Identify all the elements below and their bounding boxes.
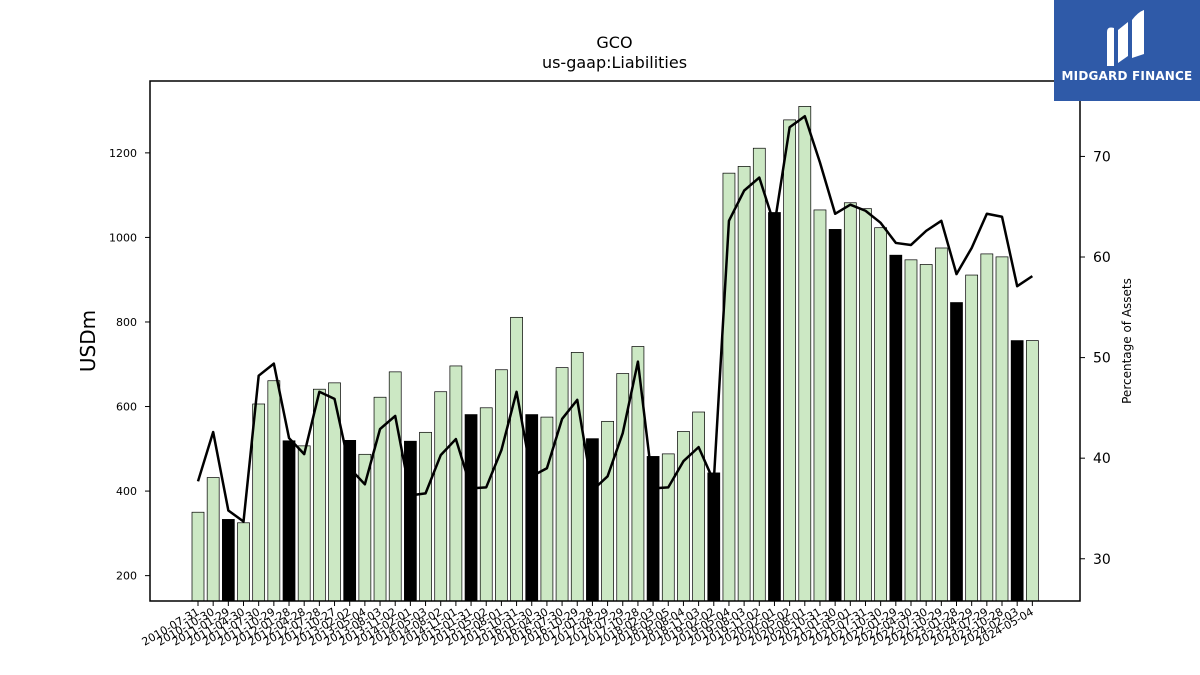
bar-2010-07-31 (191, 511, 205, 602)
bar-2011-10-29 (267, 380, 281, 602)
bar-2015-08-01 (495, 369, 508, 602)
bar-2023-01-28 (950, 302, 963, 602)
y2-tick-label: 60 (1093, 250, 1111, 266)
bar-2020-02-01 (768, 212, 781, 602)
bar-2022-07-30 (919, 264, 933, 602)
bar-2020-10-31 (813, 209, 827, 602)
bar-2023-04-29 (965, 274, 979, 602)
bar-2020-08-01 (798, 106, 812, 602)
y-tick-label: 200 (116, 570, 137, 583)
bar-2014-02-01 (404, 440, 417, 602)
bar-2023-07-29 (980, 253, 994, 602)
bar-2015-10-31 (510, 316, 523, 602)
chart-subtitle: us-gaap:Liabilities (542, 53, 687, 72)
bar-2024-02-03 (1010, 340, 1024, 602)
x-axis-ticks: 2010-07-312010-10-302011-01-292011-04-30… (140, 601, 1036, 649)
y-tick-label: 1000 (109, 231, 137, 244)
bar-2014-08-02 (434, 391, 448, 602)
bar-2014-05-03 (419, 431, 432, 602)
bar-2016-10-29 (570, 352, 584, 602)
bar-2017-04-29 (601, 420, 614, 602)
bar-2011-07-30 (252, 403, 266, 602)
y-tick-label: 600 (116, 401, 137, 414)
bar-2019-11-02 (752, 147, 766, 602)
y2-tick-label: 40 (1093, 451, 1111, 467)
bar-2012-07-28 (313, 388, 326, 602)
bar-2019-02-02 (707, 472, 721, 602)
bar-2024-05-04 (1025, 340, 1039, 602)
bar-2020-05-02 (783, 119, 796, 602)
bar-series (191, 106, 1039, 602)
y2-tick-label: 30 (1093, 552, 1111, 568)
bar-2021-05-01 (843, 202, 857, 602)
y-tick-label: 400 (116, 485, 137, 498)
line-series (196, 114, 1034, 523)
y-tick-label: 1200 (109, 147, 137, 160)
left-axis-ticks: 200 400 600 800 1000 1200 (109, 147, 150, 583)
bar-2021-07-31 (859, 208, 872, 602)
bar-2014-11-01 (449, 365, 463, 602)
bar-2011-01-29 (221, 519, 235, 602)
bar-2012-01-28 (282, 440, 296, 602)
y2-axis-label: Percentage of Assets (1120, 278, 1134, 404)
bar-2016-01-30 (525, 414, 539, 602)
y2-tick-label: 70 (1093, 149, 1111, 165)
bar-2010-10-30 (206, 477, 220, 602)
bar-2022-04-30 (904, 259, 918, 602)
bar-2019-08-03 (737, 166, 751, 602)
bar-2022-10-29 (934, 247, 948, 602)
bar-2011-04-30 (237, 522, 250, 602)
y2-tick-label: 50 (1093, 351, 1111, 367)
bar-2012-04-28 (297, 445, 311, 602)
bar-2018-05-05 (661, 453, 675, 602)
right-axis-ticks: 30 40 50 60 70 (1080, 149, 1111, 568)
brand-logo: MIDGARD FINANCE (1054, 0, 1200, 101)
bar-2015-05-02 (479, 407, 493, 602)
bar-2023-10-28 (995, 256, 1009, 602)
chart-title: GCO (596, 33, 632, 52)
y-tick-label: 800 (116, 316, 137, 329)
logo-text: MIDGARD FINANCE (1061, 69, 1193, 83)
logo-mark-icon (1107, 10, 1144, 66)
bar-2013-05-04 (358, 453, 372, 602)
percentage-line (196, 114, 1034, 523)
bar-2016-04-30 (540, 416, 554, 602)
bar-2013-11-02 (388, 371, 402, 602)
plot-frame (149, 80, 1081, 602)
bar-2015-01-31 (464, 414, 478, 602)
bar-2021-01-30 (828, 229, 842, 602)
bar-2018-11-03 (692, 411, 705, 602)
bar-2021-10-30 (874, 227, 888, 602)
bar-2022-01-29 (889, 254, 903, 602)
y-axis-label: USDm (76, 310, 100, 372)
bar-2016-07-30 (555, 367, 569, 602)
